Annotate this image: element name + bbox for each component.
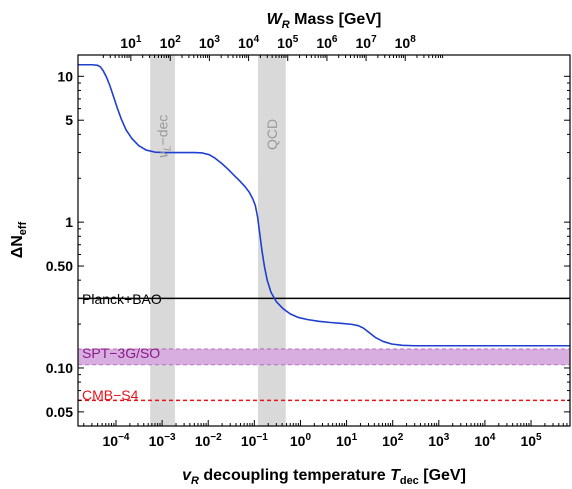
y-tick-label: 0.50 [46,258,73,274]
top-tick-label: 106 [316,34,338,51]
top-tick-label: 104 [238,34,260,51]
band-1 [257,55,286,426]
top-tick-label: 101 [120,34,142,51]
y-tick-label: 1 [65,214,73,230]
top-tick-label: 108 [395,34,417,51]
x-tick-label: 105 [520,432,542,449]
y-tick-label: 0.10 [46,360,73,376]
y-tick-label: 10 [57,68,73,84]
label-planck-bao: Planck+BAO [82,291,162,307]
series-layer [78,63,570,347]
y-tick-label: 0.05 [46,404,73,420]
x-tick-label: 100 [290,432,312,449]
band-label-qcd: QCD [264,119,280,150]
bands-layer [150,55,286,426]
x-tick-label: 101 [336,432,358,449]
label-spt-3g-so: SPT−3G/SO [82,345,160,361]
x-tick-label: 10−3 [149,432,176,449]
band-0 [150,55,175,426]
top-axis-title: WR Mass [GeV] [267,11,382,31]
ticks-layer [78,55,571,427]
y-axis-title: ΔNeff [9,221,29,258]
x-tick-label: 104 [474,432,496,449]
reference-band-1 [78,348,570,365]
top-tick-label: 105 [277,34,299,51]
x-tick-label: 10−2 [195,432,222,449]
series-line-0 [78,63,570,347]
x-axis-title: vR decoupling temperature Tdec [GeV] [182,467,466,487]
label-cmb-s4: CMB−S4 [82,387,139,403]
top-tick-label: 103 [199,34,221,51]
x-tick-label: 10−4 [103,432,130,449]
plot-area [78,55,570,426]
band-label-nul-dec: νL−dec [155,115,174,158]
reference-lines-layer [78,297,570,402]
x-tick-label: 102 [382,432,404,449]
top-tick-label: 107 [356,34,378,51]
plot-frame [77,54,571,427]
x-tick-label: 103 [428,432,450,449]
y-tick-label: 5 [65,112,73,128]
x-tick-label: 10−1 [241,432,268,449]
top-tick-label: 102 [160,34,182,51]
